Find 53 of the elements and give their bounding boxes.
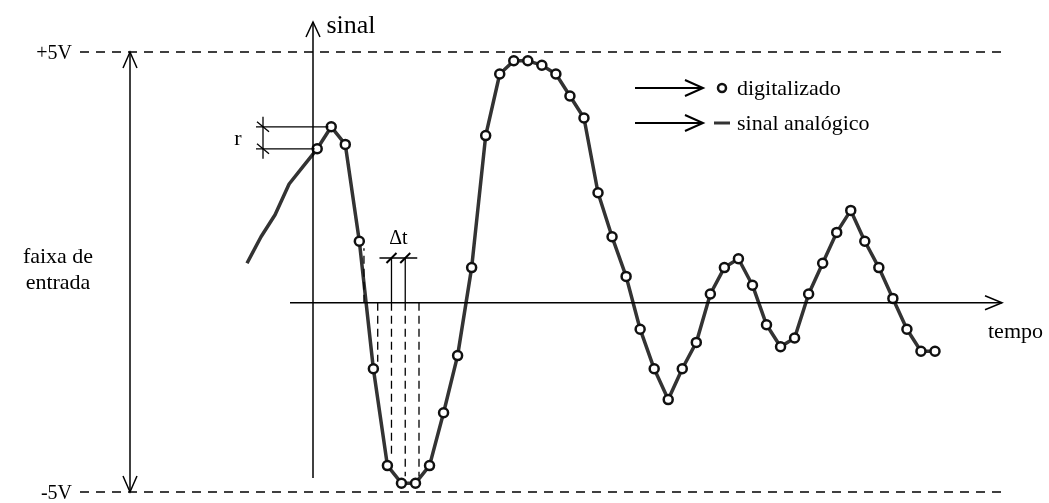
point [620,270,632,283]
point [662,393,674,406]
point [774,341,787,353]
point [437,407,450,419]
text: faixa de entrada [22,243,94,294]
point [367,363,380,375]
point [648,363,660,375]
y-axis-title: sinal [326,10,376,39]
point [901,323,913,335]
y-tick-label: +5V [36,41,73,64]
point [592,187,604,199]
annotation: Δt [389,226,409,248]
point [830,226,843,239]
point [508,55,520,67]
legend-label: sinal analógico [737,109,870,137]
annotation: r [234,124,243,150]
point [746,279,759,291]
point [564,90,576,102]
point [451,349,464,362]
point [788,332,801,344]
x-axis-title: tempo [988,317,1043,343]
point [339,138,352,151]
point [845,204,857,217]
point [760,319,773,331]
point [522,55,534,67]
point [493,68,506,80]
point [816,257,829,269]
point [690,336,703,349]
point [704,288,717,300]
point [859,235,871,247]
point [915,345,927,357]
point [732,253,745,265]
point [550,68,562,80]
point [887,292,899,305]
point [381,459,394,472]
point [325,121,337,133]
point [479,129,492,142]
y-tick-label: -5V [40,481,73,503]
point [395,477,408,489]
point [465,261,478,274]
point [873,261,885,274]
legend-label: digitalizado [737,74,841,102]
point [423,459,436,472]
point [353,235,366,247]
point [929,345,941,357]
point [718,261,731,274]
point [606,231,618,243]
point [409,477,422,489]
point [802,288,815,300]
point [578,112,590,124]
point [676,363,689,375]
point [536,59,548,71]
point [634,323,646,335]
